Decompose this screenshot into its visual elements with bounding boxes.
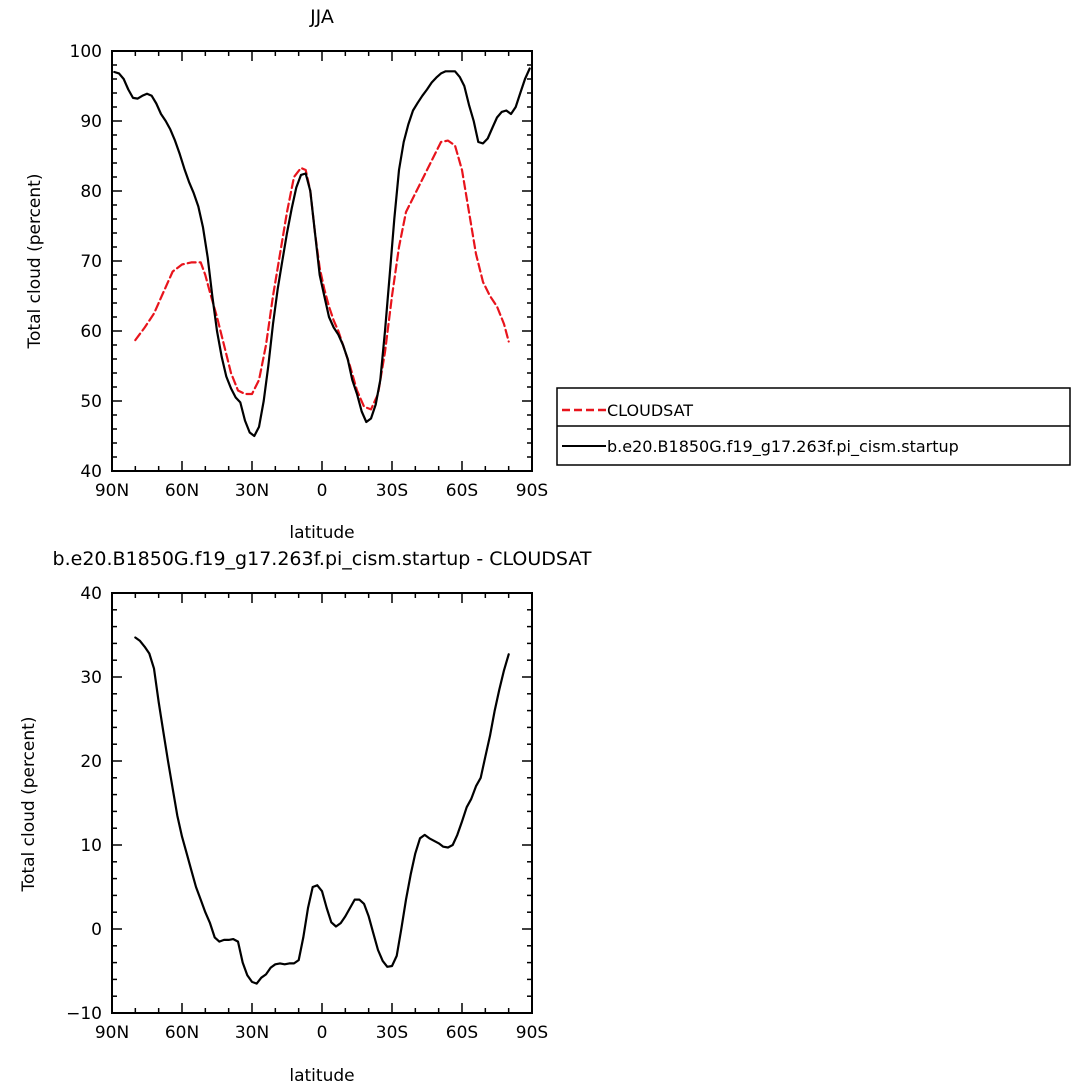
- bottom-x-tick-label: 60S: [446, 1023, 478, 1043]
- top-x-tick-label: 0: [317, 481, 328, 501]
- bottom-x-axis-label: latitude: [289, 1066, 354, 1086]
- bottom-y-tick-label: 10: [80, 836, 102, 856]
- top-x-tick-label: 90N: [95, 481, 129, 501]
- bottom-x-tick-label: 90N: [95, 1023, 129, 1043]
- top-x-tick-label: 60N: [165, 481, 199, 501]
- top-y-tick-label: 50: [80, 392, 102, 412]
- bottom-x-tick-label: 0: [317, 1023, 328, 1043]
- top-y-tick-label: 80: [80, 182, 102, 202]
- top-x-tick-label: 90S: [516, 481, 548, 501]
- bottom-series-line-0: [134, 636, 510, 985]
- bottom-x-tick-label: 30S: [376, 1023, 408, 1043]
- bottom-y-tick-label: −10: [66, 1004, 102, 1024]
- bottom-y-tick-label: 40: [80, 584, 102, 604]
- top-x-tick-label: 30S: [376, 481, 408, 501]
- top-y-axis-label: Total cloud (percent): [25, 174, 45, 350]
- top-y-tick-label: 90: [80, 112, 102, 132]
- top-y-tick-label: 100: [70, 42, 102, 62]
- top-x-tick-label: 30N: [235, 481, 269, 501]
- top-series-line-0: [134, 139, 510, 411]
- bottom-chart-title: b.e20.B1850G.f19_g17.263f.pi_cism.startu…: [53, 548, 592, 570]
- bottom-y-tick-label: 30: [80, 668, 102, 688]
- top-y-tick-label: 40: [80, 462, 102, 482]
- bottom-y-tick-label: 20: [80, 752, 102, 772]
- top-chart-title: JJA: [309, 6, 334, 28]
- bottom-x-tick-label: 30N: [235, 1023, 269, 1043]
- top-y-tick-label: 60: [80, 322, 102, 342]
- bottom-y-tick-label: 0: [91, 920, 102, 940]
- legend-label-model: b.e20.B1850G.f19_g17.263f.pi_cism.startu…: [607, 437, 959, 457]
- bottom-y-axis-label: Total cloud (percent): [19, 717, 39, 893]
- bottom-x-tick-label: 60N: [165, 1023, 199, 1043]
- bottom-x-tick-label: 90S: [516, 1023, 548, 1043]
- top-x-axis-label: latitude: [289, 523, 354, 543]
- top-series-line-1: [113, 67, 531, 438]
- legend: CLOUDSAT b.e20.B1850G.f19_g17.263f.pi_ci…: [556, 387, 1071, 466]
- top-x-tick-label: 60S: [446, 481, 478, 501]
- legend-label-cloudsat: CLOUDSAT: [607, 401, 693, 420]
- top-y-tick-label: 70: [80, 252, 102, 272]
- top-plot-frame: [111, 50, 533, 472]
